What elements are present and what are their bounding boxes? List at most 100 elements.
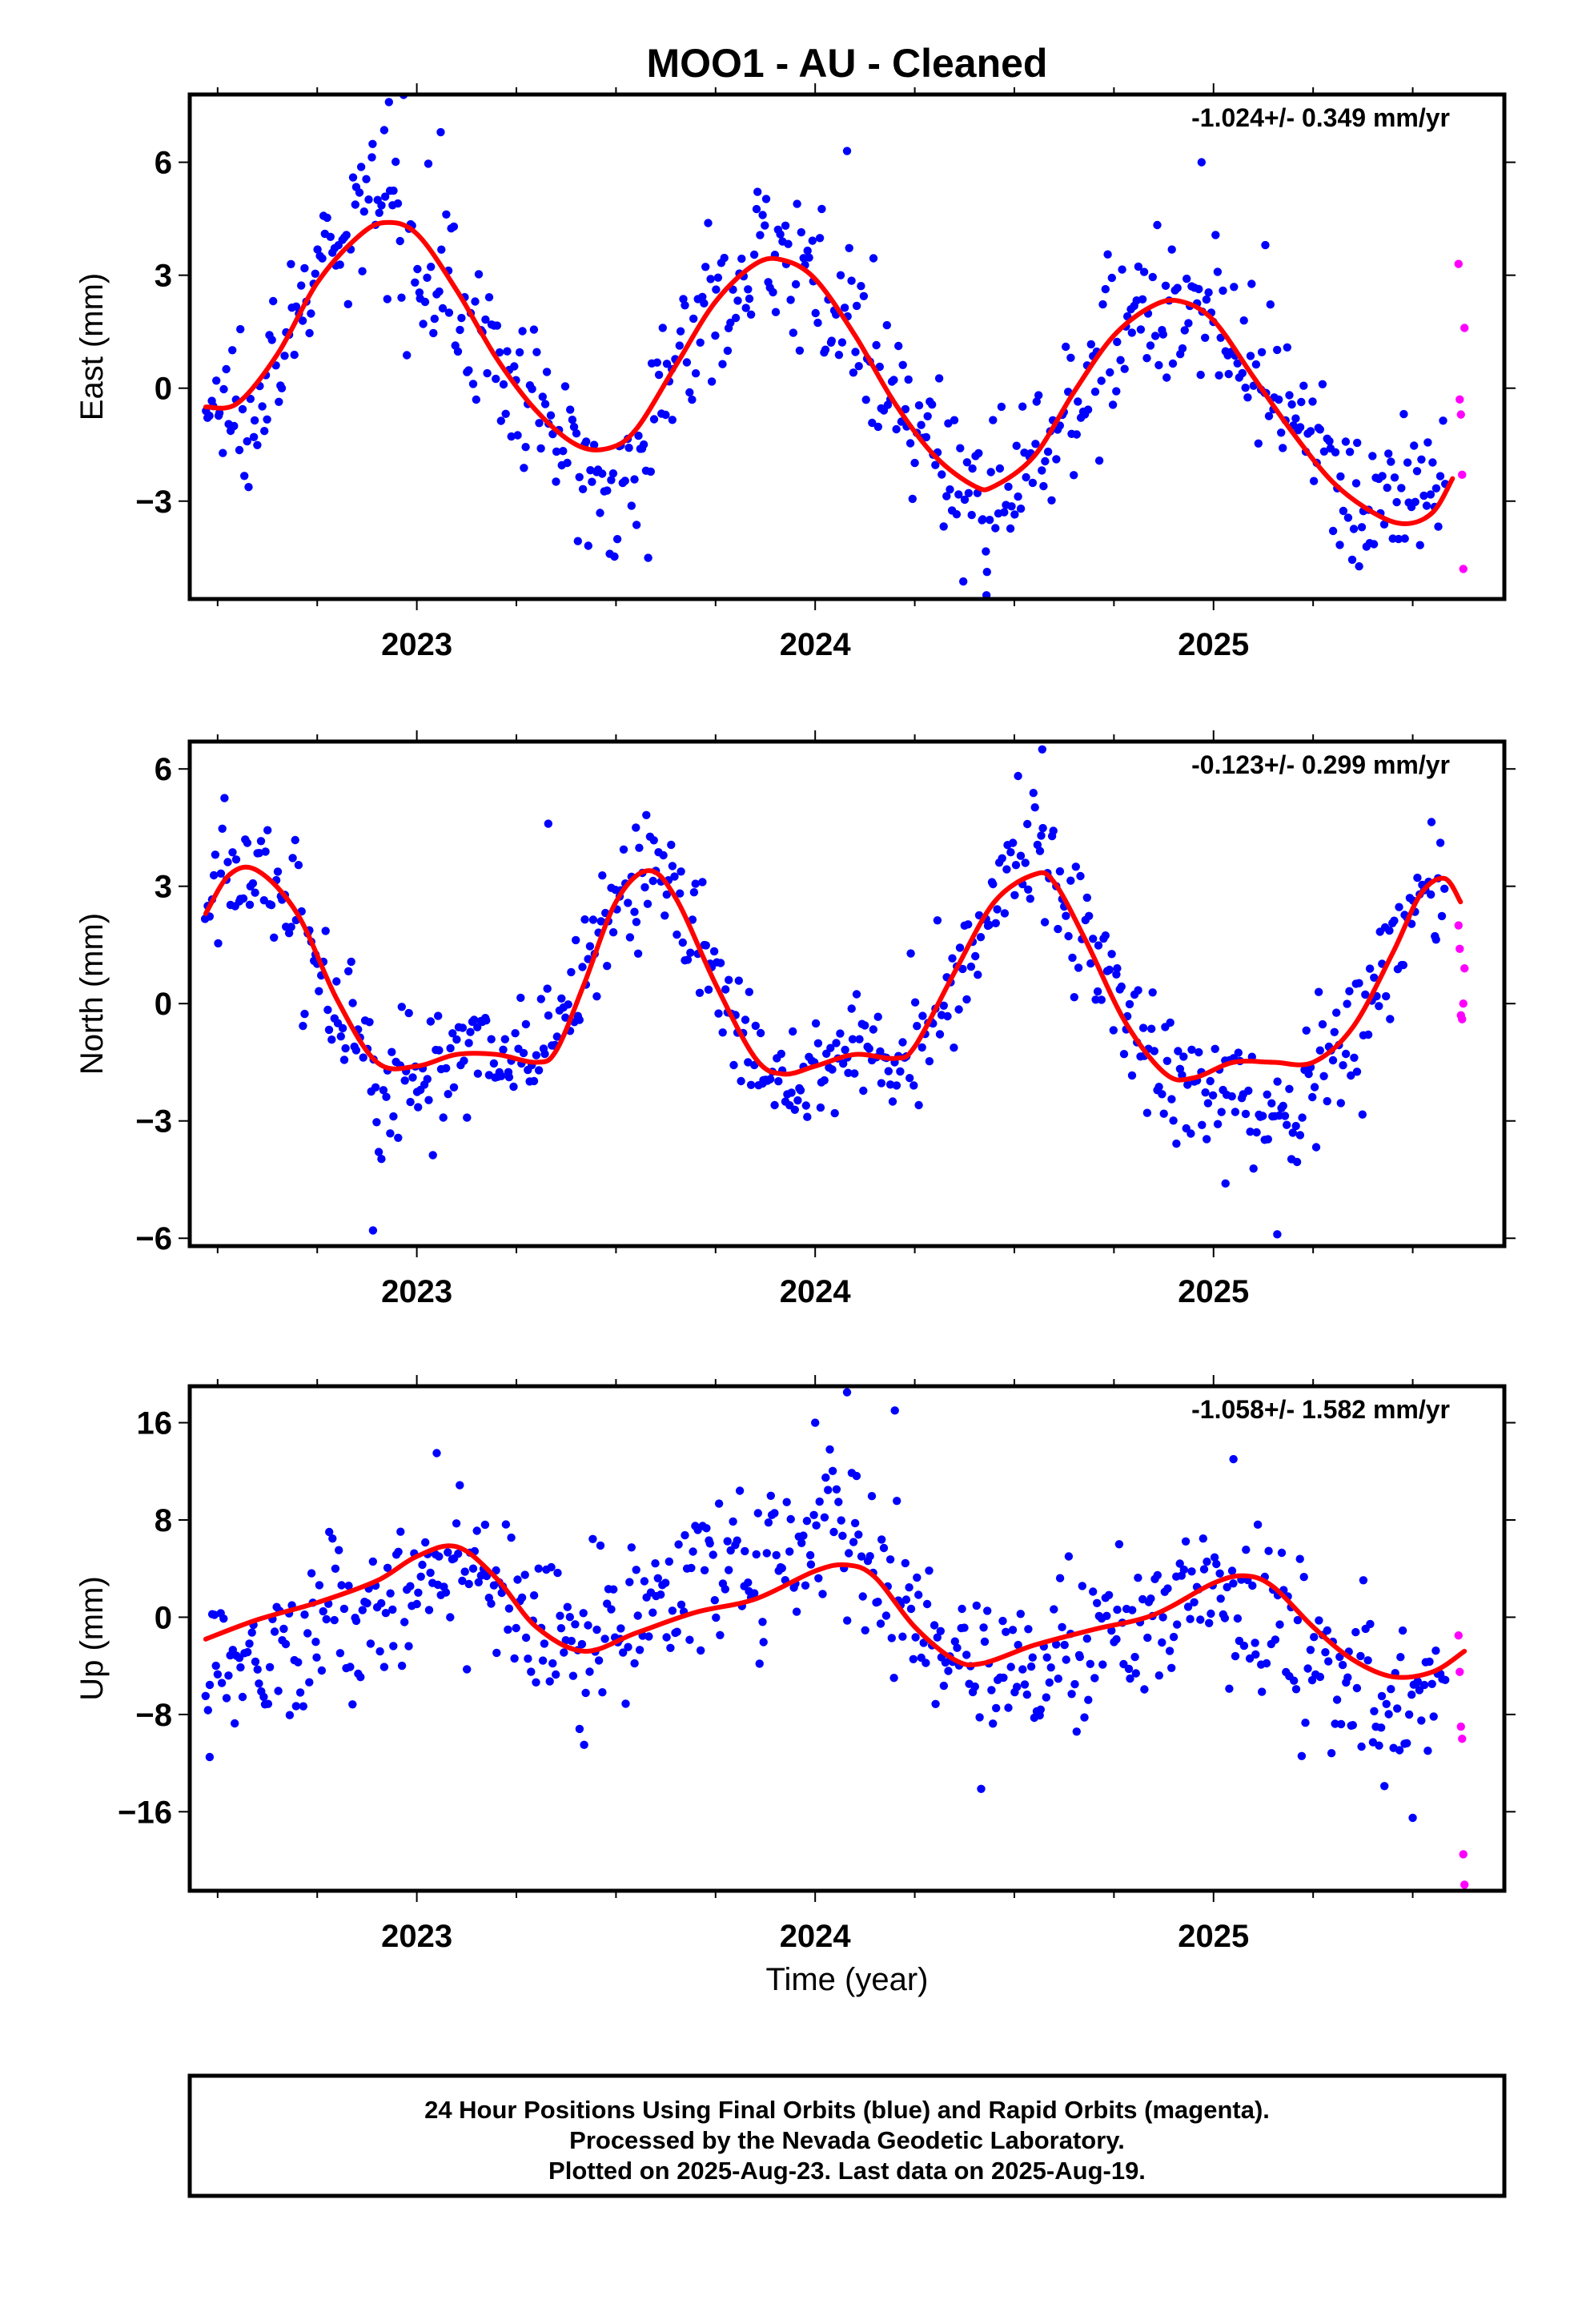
final-orbit-point <box>300 1009 309 1019</box>
final-orbit-point <box>1085 911 1094 921</box>
final-orbit-point <box>448 1029 457 1038</box>
final-orbit-point <box>948 954 957 963</box>
final-orbit-point <box>801 1581 810 1590</box>
final-orbit-point <box>1169 1116 1178 1125</box>
rapid-orbit-point <box>1454 1631 1463 1640</box>
final-orbit-point <box>1026 895 1035 903</box>
y-tick-label: 3 <box>155 259 172 294</box>
final-orbit-point <box>752 204 761 214</box>
final-orbit-point <box>397 293 406 302</box>
final-orbit-point <box>879 1543 889 1553</box>
final-orbit-point <box>816 1103 825 1112</box>
final-orbit-point <box>578 485 588 493</box>
final-orbit-point <box>497 1072 506 1080</box>
final-orbit-point <box>982 568 992 577</box>
final-orbit-point <box>330 1615 339 1625</box>
final-orbit-point <box>1203 1557 1211 1566</box>
final-orbit-point <box>777 1049 785 1059</box>
final-orbit-point <box>815 1497 824 1506</box>
final-orbit-point <box>689 1547 697 1556</box>
final-orbit-point <box>1301 1719 1310 1727</box>
rapid-orbit-point <box>1458 1735 1467 1743</box>
final-orbit-point <box>1187 1045 1196 1055</box>
final-orbit-point <box>837 338 847 347</box>
final-orbit-point <box>1355 562 1363 571</box>
final-orbit-point <box>582 437 591 446</box>
final-orbit-point <box>1359 1576 1368 1585</box>
final-orbit-point <box>887 1634 897 1642</box>
final-orbit-point <box>1213 1120 1223 1128</box>
final-orbit-point <box>1078 1582 1087 1590</box>
final-orbit-point <box>873 1598 882 1606</box>
final-orbit-point <box>795 346 805 355</box>
final-orbit-point <box>249 432 259 441</box>
final-orbit-point <box>281 1639 291 1649</box>
final-orbit-point <box>677 1600 686 1610</box>
final-orbit-point <box>1387 457 1395 466</box>
final-orbit-point <box>381 1609 391 1618</box>
final-orbit-point <box>1139 267 1149 276</box>
final-orbit-point <box>1258 1687 1267 1696</box>
final-orbit-point <box>854 1530 863 1539</box>
final-orbit-point <box>481 315 490 324</box>
final-orbit-point <box>1382 1699 1391 1708</box>
final-orbit-point <box>290 350 299 360</box>
final-orbit-point <box>563 1602 572 1611</box>
final-orbit-point <box>397 1003 406 1011</box>
final-orbit-point <box>325 1527 334 1537</box>
footer-line-3: Plotted on 2025-Aug-23. Last data on 202… <box>548 2157 1146 2185</box>
final-orbit-point <box>1315 1046 1325 1055</box>
final-orbit-point <box>1101 284 1110 294</box>
final-orbit-point <box>1387 1685 1395 1694</box>
final-orbit-point <box>1407 919 1416 928</box>
final-orbit-point <box>1259 1112 1267 1120</box>
final-orbit-point <box>661 1578 670 1587</box>
final-orbit-point <box>1298 1113 1307 1122</box>
final-orbit-point <box>560 1648 568 1657</box>
final-orbit-point <box>850 1518 860 1528</box>
final-orbit-point <box>218 824 227 834</box>
final-orbit-point <box>992 1703 1001 1713</box>
final-orbit-point <box>374 1148 383 1156</box>
final-orbit-point <box>986 468 995 476</box>
final-orbit-point <box>366 1639 375 1648</box>
final-orbit-point <box>723 1537 732 1546</box>
final-orbit-point <box>1016 851 1026 860</box>
final-orbit-point <box>1153 220 1162 230</box>
final-orbit-point <box>801 1101 810 1110</box>
final-orbit-point <box>1419 491 1428 501</box>
final-orbit-point <box>1398 1626 1407 1635</box>
final-orbit-point <box>1204 288 1213 297</box>
final-orbit-point <box>953 1643 962 1652</box>
final-orbit-point <box>205 412 214 420</box>
final-orbit-point <box>375 1647 384 1656</box>
final-orbit-point <box>1148 988 1157 997</box>
final-orbit-point <box>885 1080 895 1089</box>
final-orbit-point <box>341 1043 350 1053</box>
final-orbit-point <box>1422 501 1431 510</box>
final-orbit-point <box>1032 397 1042 406</box>
final-orbit-point <box>1324 1657 1333 1666</box>
final-orbit-point <box>1224 369 1233 379</box>
final-orbit-point <box>689 314 698 324</box>
final-orbit-point <box>668 862 677 870</box>
final-orbit-point <box>356 1673 365 1682</box>
final-orbit-point <box>1134 986 1142 995</box>
final-orbit-point <box>1148 272 1158 282</box>
north-panel: 6 3 0 −3 −6 2023 2024 2025 North (mm) -0.123+/- 0… <box>74 730 1516 1309</box>
final-orbit-point <box>1336 1719 1346 1729</box>
final-orbit-point <box>1299 1573 1308 1582</box>
final-orbit-point <box>1399 960 1408 970</box>
final-orbit-point <box>890 1406 899 1415</box>
final-orbit-point <box>396 1527 405 1536</box>
final-orbit-point <box>484 293 494 302</box>
final-orbit-point <box>540 1639 549 1648</box>
final-orbit-point <box>1055 1574 1065 1582</box>
final-orbit-point <box>540 400 550 408</box>
final-orbit-point <box>500 1035 509 1043</box>
final-orbit-point <box>979 1623 988 1632</box>
final-orbit-point <box>758 1618 767 1626</box>
final-orbit-point <box>1168 359 1178 368</box>
final-orbit-point <box>917 1043 926 1052</box>
final-orbit-point <box>931 1699 940 1708</box>
